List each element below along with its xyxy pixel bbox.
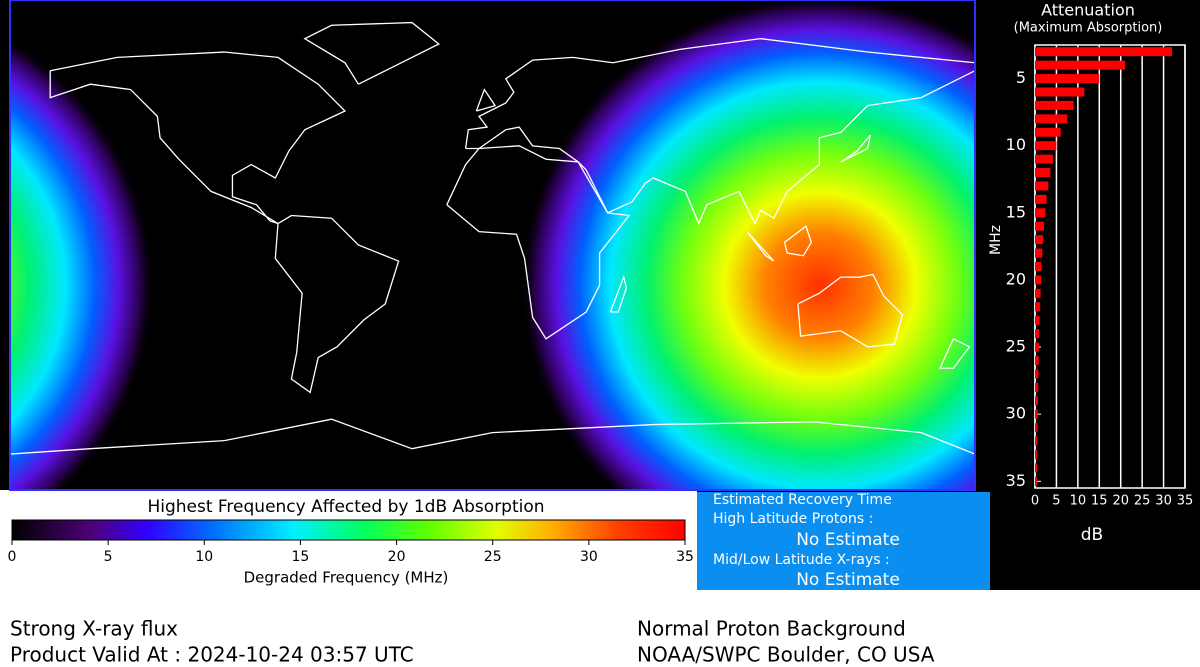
colorbar: [11, 519, 686, 541]
x-tick-label: 10: [1070, 494, 1087, 509]
absorption-blob: [520, 0, 975, 490]
footer-text: Product Valid At : 2024-10-24 03:57 UTC: [10, 643, 414, 667]
colorbar-tick-label: 10: [195, 549, 213, 565]
coastline: [797, 273, 904, 348]
bar: [1035, 221, 1044, 231]
bar: [1035, 302, 1041, 312]
recovery-label: Mid/Low Latitude X-rays :: [713, 552, 890, 568]
bar: [1035, 463, 1038, 473]
coastlines: [10, 21, 975, 455]
bar: [1035, 127, 1061, 137]
bar: [1035, 154, 1053, 164]
x-tick-label: 35: [1177, 494, 1194, 509]
bar: [1035, 342, 1039, 352]
coastline: [464, 37, 975, 226]
bar: [1035, 100, 1074, 110]
bar: [1035, 262, 1042, 271]
recovery-title: Estimated Recovery Time: [713, 492, 892, 508]
y-tick-label: 30: [1006, 404, 1026, 423]
absorption-map: [10, 0, 975, 490]
bar: [1035, 74, 1100, 84]
colorbar-tick-label: 5: [104, 549, 113, 565]
x-tick-label: 25: [1134, 494, 1151, 509]
x-tick-label: 5: [1052, 494, 1060, 509]
bar: [1035, 168, 1051, 178]
bar: [1035, 275, 1041, 285]
bar: [1035, 329, 1040, 339]
y-tick-label: 25: [1006, 337, 1026, 356]
bar: [1035, 436, 1038, 446]
y-tick-label: 5: [1016, 68, 1026, 87]
bar: [1035, 194, 1047, 204]
coastline: [609, 275, 628, 313]
bar: [1035, 369, 1039, 379]
coastline: [49, 51, 347, 225]
colorbar-tick-label: 30: [580, 549, 598, 565]
bar: [1035, 315, 1040, 325]
coastline: [840, 134, 871, 163]
bar: [1035, 449, 1038, 459]
bar: [1035, 60, 1125, 70]
coastline: [10, 418, 975, 455]
y-tick-label: 20: [1006, 269, 1026, 288]
bar: [1035, 208, 1046, 218]
absorption-region: [10, 0, 975, 490]
bar: [1035, 409, 1038, 419]
footer-text: Strong X-ray flux: [10, 617, 178, 641]
footer-text: NOAA/SWPC Boulder, CO USA: [637, 643, 935, 667]
bar: [1035, 382, 1039, 392]
bar: [1035, 114, 1068, 124]
recovery-box: [697, 492, 990, 590]
coastline: [446, 145, 631, 340]
y-axis-label: MHz: [988, 225, 1004, 255]
coastline: [475, 88, 497, 112]
coastline: [783, 225, 813, 257]
bar: [1035, 423, 1038, 433]
chart-title: Attenuation: [1041, 1, 1135, 20]
bar: [1035, 181, 1049, 191]
bar: [1035, 141, 1057, 151]
x-tick-label: 20: [1112, 494, 1129, 509]
colorbar-tick-label: 0: [8, 549, 17, 565]
bar: [1035, 476, 1037, 486]
x-tick-label: 15: [1091, 494, 1108, 509]
colorbar-title: Highest Frequency Affected by 1dB Absorp…: [147, 497, 544, 517]
colorbar-tick-label: 15: [292, 549, 310, 565]
colorbar-tick-label: 20: [388, 549, 406, 565]
recovery-value: No Estimate: [796, 530, 900, 550]
bar: [1035, 47, 1173, 57]
bar: [1035, 248, 1043, 258]
x-tick-label: 30: [1155, 494, 1172, 509]
x-tick-label: 0: [1031, 494, 1039, 509]
y-tick-label: 35: [1006, 471, 1026, 490]
bar: [1035, 288, 1041, 298]
absorption-blob: [10, 36, 155, 490]
x-axis-label: dB: [1081, 525, 1103, 545]
colorbar-tick-label: 25: [484, 549, 502, 565]
bar: [1035, 396, 1038, 406]
bar: [1035, 235, 1044, 245]
chart-subtitle: (Maximum Absorption): [1014, 21, 1163, 36]
coastline: [938, 338, 971, 369]
bar: [1035, 355, 1039, 365]
y-tick-label: 15: [1006, 202, 1026, 221]
coastline: [303, 21, 440, 85]
coastline: [746, 231, 775, 262]
y-tick-label: 10: [1006, 135, 1026, 154]
map-frame: [9, 0, 976, 491]
colorbar-tick-label: 35: [676, 549, 694, 565]
bar: [1035, 87, 1085, 97]
recovery-label: High Latitude Protons :: [713, 511, 873, 527]
coastline: [274, 214, 400, 394]
colorbar-label: Degraded Frequency (MHz): [244, 569, 449, 587]
footer-text: Normal Proton Background: [637, 617, 906, 641]
recovery-value: No Estimate: [796, 570, 900, 590]
